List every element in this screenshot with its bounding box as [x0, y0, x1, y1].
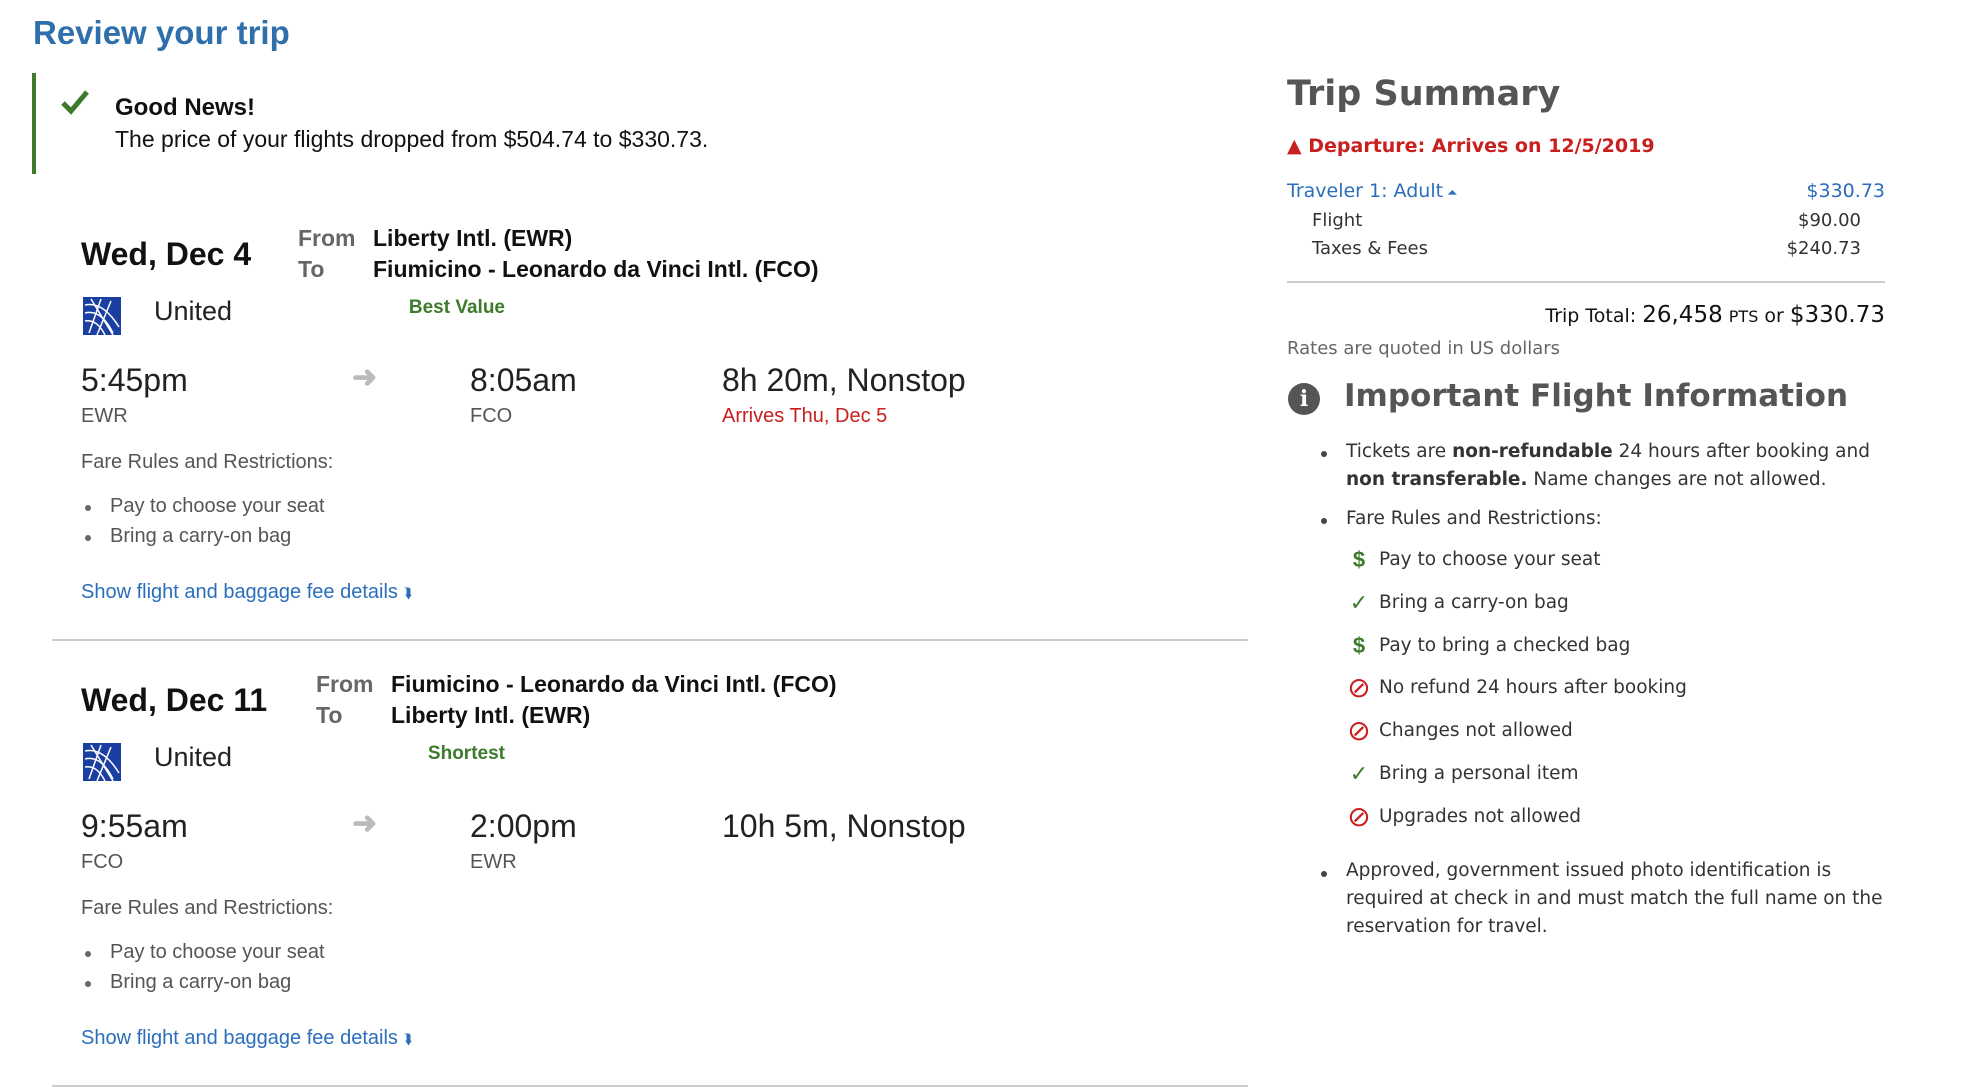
from-label: From — [298, 225, 356, 251]
show-details-link[interactable]: Show flight and baggage fee details ⮯ — [81, 1027, 412, 1050]
fare-rule: Bring a carry-on bag — [110, 525, 292, 547]
from-airport: Fiumicino - Leonardo da Vinci Intl. (FCO… — [391, 671, 837, 697]
traveler-amount: $330.73 — [1806, 180, 1885, 202]
fare-rule: Pay to choose your seat — [110, 941, 325, 963]
arrow-right-icon: ➜ — [352, 807, 378, 840]
prohibited-icon: ⊘ — [1347, 672, 1371, 704]
arrive-code: EWR — [470, 851, 517, 873]
fare-rule-item: Changes not allowed — [1379, 720, 1573, 742]
fare-tag: Shortest — [427, 743, 505, 764]
fare-rule-item: Upgrades not allowed — [1379, 805, 1581, 827]
divider — [52, 639, 1248, 641]
flight-date: Wed, Dec 4 — [81, 236, 252, 272]
prohibited-icon: ⊘ — [1347, 800, 1371, 832]
fare-tag: Best Value — [408, 297, 505, 318]
dollar-icon: $ — [1352, 632, 1366, 658]
info-icon: i — [1288, 383, 1320, 415]
united-logo — [83, 743, 121, 782]
tickets-note: Tickets are non-refundable 24 hours afte… — [1346, 441, 1870, 490]
flight-card: Wed, Dec 4 From Liberty Intl. (EWR) To F… — [0, 0, 1260, 641]
or-text: or — [1764, 305, 1784, 327]
dollar-icon: $ — [1352, 547, 1366, 572]
fare-rule-item: Pay to bring a checked bag — [1379, 634, 1631, 656]
chevron-double-up-icon: ⏶ — [1443, 186, 1458, 201]
airline-name: United — [154, 742, 233, 772]
chevron-double-down-icon: ⮯ — [403, 585, 412, 601]
show-details-label[interactable]: Show flight and baggage fee details — [81, 1027, 398, 1049]
total-points: 26,458 — [1642, 302, 1723, 328]
departure-warning-text: Departure: Arrives on 12/5/2019 — [1308, 135, 1655, 157]
trip-total: Trip Total: 26,458 PTS or $330.73 — [1545, 302, 1885, 328]
flight-date: Wed, Dec 11 — [81, 682, 268, 718]
taxes-amount: $240.73 — [1786, 238, 1861, 259]
flight-amount: $90.00 — [1798, 210, 1861, 231]
fare-rule-item: Bring a carry-on bag — [1379, 591, 1569, 613]
fare-rule-item: Pay to choose your seat — [1379, 549, 1601, 570]
to-label: To — [316, 702, 343, 728]
bullet — [85, 951, 91, 957]
arrive-code: FCO — [470, 405, 513, 427]
show-details-link[interactable]: Show flight and baggage fee details ⮯ — [81, 581, 412, 604]
bullet — [1321, 871, 1327, 877]
total-label: Trip Total: — [1545, 305, 1637, 327]
check-icon: ✓ — [1349, 589, 1369, 615]
check-icon: ✓ — [1349, 761, 1369, 786]
alert-message: The price of your flights dropped from $… — [115, 126, 709, 152]
bullet — [85, 981, 91, 987]
depart-code: FCO — [81, 851, 124, 873]
depart-time: 9:55am — [81, 808, 188, 844]
to-label: To — [298, 256, 325, 282]
fare-rules-title: Fare Rules and Restrictions: — [81, 897, 334, 919]
fare-rule: Bring a carry-on bag — [110, 971, 292, 993]
to-airport: Fiumicino - Leonardo da Vinci Intl. (FCO… — [373, 256, 819, 282]
flight-card: Wed, Dec 11 From Fiumicino - Leonardo da… — [0, 446, 1260, 1087]
arrow-right-icon: ➜ — [352, 361, 378, 394]
depart-time: 5:45pm — [81, 362, 188, 398]
show-details-label[interactable]: Show flight and baggage fee details — [81, 581, 398, 603]
alert-bar — [32, 73, 36, 174]
bullet — [1321, 518, 1327, 524]
traveler-label[interactable]: Traveler 1: Adult — [1287, 180, 1444, 202]
chevron-double-down-icon: ⮯ — [403, 1031, 412, 1047]
alert-title: Good News! — [115, 94, 256, 121]
fare-rules-title: Fare Rules and Restrictions: — [81, 451, 334, 473]
arrive-time: 2:00pm — [470, 808, 577, 844]
arrival-note: Arrives Thu, Dec 5 — [722, 405, 888, 427]
bullet — [1321, 451, 1327, 457]
departure-warning: ▲ Departure: Arrives on 12/5/2019 — [1287, 135, 1655, 157]
total-amount: $330.73 — [1789, 302, 1885, 328]
rates-note: Rates are quoted in US dollars — [1287, 338, 1561, 359]
arrive-time: 8:05am — [470, 362, 577, 398]
taxes-label: Taxes & Fees — [1312, 238, 1428, 259]
bullet — [85, 535, 91, 541]
summary-divider — [1287, 281, 1885, 283]
from-label: From — [316, 671, 374, 697]
id-note: Approved, government issued photo identi… — [1346, 860, 1883, 937]
united-logo — [83, 297, 121, 336]
important-info-title: Important Flight Information — [1344, 378, 1849, 414]
fare-rule-item: Bring a personal item — [1379, 763, 1579, 784]
trip-summary-title: Trip Summary — [1287, 74, 1561, 114]
points-unit: PTS — [1728, 307, 1759, 326]
airline-name: United — [154, 296, 233, 326]
page-title: Review your trip — [33, 14, 290, 51]
duration: 10h 5m, Nonstop — [722, 808, 966, 844]
prohibited-icon: ⊘ — [1347, 715, 1371, 747]
check-icon — [61, 90, 89, 115]
traveler-toggle[interactable]: Traveler 1: Adult ⏶ — [1287, 180, 1458, 202]
to-airport: Liberty Intl. (EWR) — [391, 702, 591, 728]
fare-rule: Pay to choose your seat — [110, 495, 325, 517]
duration: 8h 20m, Nonstop — [722, 362, 966, 398]
depart-code: EWR — [81, 405, 128, 427]
fare-rules-heading: Fare Rules and Restrictions: — [1346, 508, 1602, 529]
fare-rule-item: No refund 24 hours after booking — [1379, 677, 1687, 699]
warning-icon: ▲ — [1287, 135, 1302, 157]
flight-label: Flight — [1312, 210, 1363, 231]
from-airport: Liberty Intl. (EWR) — [373, 225, 573, 251]
bullet — [85, 505, 91, 511]
